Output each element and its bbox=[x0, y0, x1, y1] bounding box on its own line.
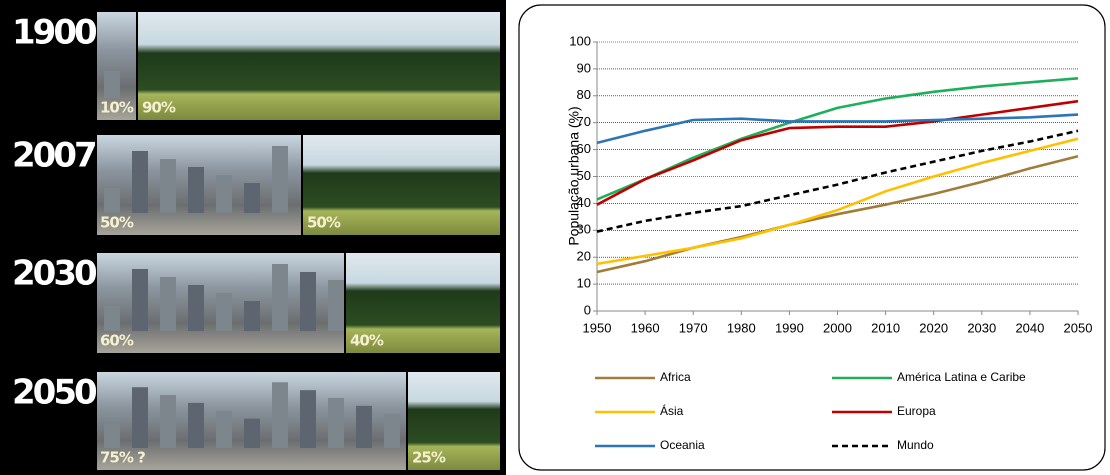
building bbox=[104, 71, 120, 98]
y-tick-label: 100 bbox=[569, 33, 591, 48]
building bbox=[384, 414, 400, 448]
urban-percent: 75% ? bbox=[100, 449, 145, 467]
y-tick-label: 30 bbox=[577, 222, 591, 237]
building bbox=[160, 159, 176, 213]
building bbox=[216, 293, 232, 331]
x-tick-label: 1970 bbox=[679, 320, 708, 335]
building bbox=[216, 411, 232, 448]
building bbox=[328, 280, 344, 331]
building bbox=[160, 395, 176, 448]
x-tick-label: 1950 bbox=[583, 320, 612, 335]
legend-label: Oceania bbox=[660, 438, 705, 452]
y-tick-label: 80 bbox=[577, 87, 591, 102]
building bbox=[188, 285, 204, 331]
building bbox=[272, 382, 288, 448]
x-tick-label: 1980 bbox=[727, 320, 756, 335]
building bbox=[216, 175, 232, 213]
building bbox=[160, 277, 176, 331]
y-tick-label: 10 bbox=[577, 276, 591, 291]
x-tick-label: 2050 bbox=[1064, 320, 1093, 335]
chart-frame bbox=[519, 5, 1105, 470]
building bbox=[244, 419, 260, 448]
building bbox=[244, 183, 260, 213]
x-tick-label: 1960 bbox=[631, 320, 660, 335]
year-label: 1900 bbox=[12, 13, 97, 53]
x-tick-label: 2020 bbox=[919, 320, 948, 335]
building bbox=[188, 403, 204, 448]
building bbox=[132, 269, 148, 331]
legend-label: América Latina e Caribe bbox=[897, 370, 1026, 384]
rural-percent: 40% bbox=[350, 332, 384, 350]
y-tick-label: 20 bbox=[577, 249, 591, 264]
building bbox=[104, 424, 120, 449]
y-tick-label: 0 bbox=[584, 302, 591, 317]
rural-percent: 90% bbox=[142, 99, 176, 117]
building bbox=[328, 398, 344, 448]
x-tick-label: 1990 bbox=[775, 320, 804, 335]
legend-label: Europa bbox=[897, 404, 936, 418]
urban-percent: 50% bbox=[100, 214, 134, 232]
building bbox=[244, 301, 260, 331]
building bbox=[300, 390, 316, 448]
y-tick-label: 50 bbox=[577, 168, 591, 183]
building bbox=[300, 272, 316, 331]
forest-photo bbox=[138, 12, 500, 120]
building bbox=[272, 264, 288, 331]
x-tick-label: 2000 bbox=[823, 320, 852, 335]
legend-label: Mundo bbox=[897, 438, 934, 452]
building bbox=[104, 306, 120, 331]
building bbox=[188, 167, 204, 213]
y-tick-label: 70 bbox=[577, 114, 591, 129]
urban-percent: 60% bbox=[100, 332, 134, 350]
x-tick-label: 2040 bbox=[1015, 320, 1044, 335]
legend-label: Ásia bbox=[660, 403, 684, 418]
page: 190010%90%200750%50%203060%40%205075% ?2… bbox=[0, 0, 1110, 475]
building bbox=[356, 406, 372, 448]
urban-percent: 10% bbox=[100, 99, 134, 117]
x-tick-label: 2030 bbox=[967, 320, 996, 335]
year-label: 2007 bbox=[12, 136, 95, 176]
building bbox=[272, 146, 288, 213]
x-tick-label: 2010 bbox=[871, 320, 900, 335]
y-tick-label: 90 bbox=[577, 60, 591, 75]
y-tick-label: 60 bbox=[577, 141, 591, 156]
y-tick-label: 40 bbox=[577, 195, 591, 210]
rural-percent: 25% bbox=[412, 449, 446, 467]
building bbox=[104, 188, 120, 213]
year-label: 2050 bbox=[12, 373, 97, 413]
legend-label: Africa bbox=[660, 370, 691, 384]
rural-percent: 50% bbox=[307, 214, 341, 232]
building bbox=[132, 151, 148, 213]
building bbox=[132, 387, 148, 448]
year-label: 2030 bbox=[12, 254, 97, 294]
